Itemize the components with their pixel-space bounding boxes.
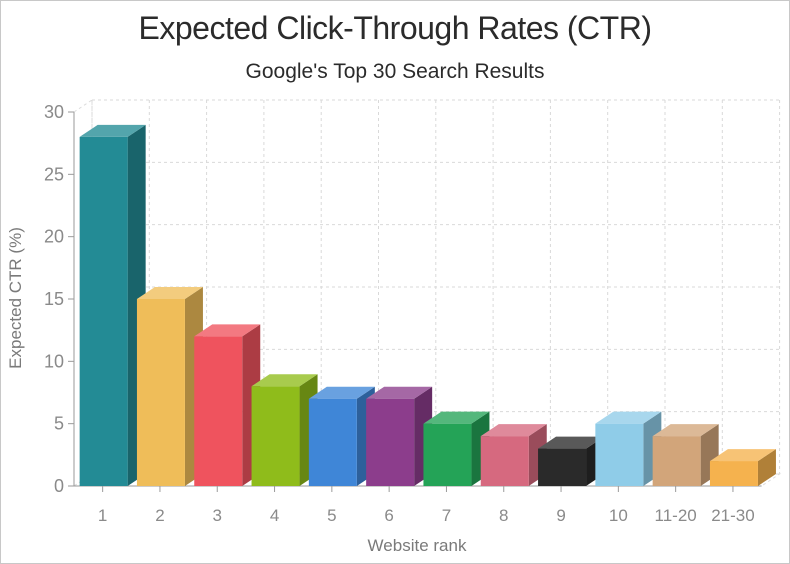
x-tick-label: 21-30: [711, 506, 754, 525]
x-tick-label: 10: [609, 506, 628, 525]
y-axis-title: Expected CTR (%): [6, 227, 25, 369]
bars: [79, 124, 776, 486]
bar-1: [79, 124, 146, 486]
x-tick-label: 11-20: [655, 506, 697, 525]
y-tick-labels: 0 5 10 15 20 25 30: [44, 102, 64, 496]
y-tick-label: 0: [54, 476, 64, 496]
bar-4: [251, 374, 318, 486]
bar-3: [194, 324, 261, 486]
bar-6: [366, 386, 433, 486]
bar-11-20: [652, 424, 719, 486]
y-tick-label: 25: [44, 164, 64, 184]
chart-subtitle: Google's Top 30 Search Results: [245, 60, 545, 83]
x-tick-label: 2: [155, 506, 164, 525]
x-tick-label: 9: [556, 506, 565, 525]
y-tick-label: 10: [44, 351, 64, 371]
bar-5: [308, 386, 375, 486]
x-tick-label: 3: [213, 506, 222, 525]
axes: [68, 111, 762, 492]
y-tick-label: 30: [44, 102, 64, 122]
y-tick-label: 15: [44, 289, 64, 309]
x-tick-label: 1: [98, 506, 107, 525]
x-tick-label: 6: [384, 506, 393, 525]
y-tick-label: 5: [54, 414, 64, 434]
bar-9: [538, 436, 605, 486]
x-tick-label: 5: [327, 506, 336, 525]
bar-21-30: [709, 449, 776, 486]
x-tick-label: 7: [442, 506, 451, 525]
bar-10: [595, 411, 662, 486]
y-tick-label: 20: [44, 227, 64, 247]
x-tick-label: 4: [270, 506, 279, 525]
bar-8: [480, 424, 547, 486]
x-tick-labels: 1 2 3 4 5 6 7 8 9 10 11-20 21-30: [98, 506, 755, 525]
bar-2: [136, 287, 203, 486]
chart-title: Expected Click-Through Rates (CTR): [138, 10, 652, 46]
x-tick-label: 8: [499, 506, 508, 525]
x-axis-title: Website rank: [368, 536, 467, 555]
bar-7: [423, 411, 490, 486]
